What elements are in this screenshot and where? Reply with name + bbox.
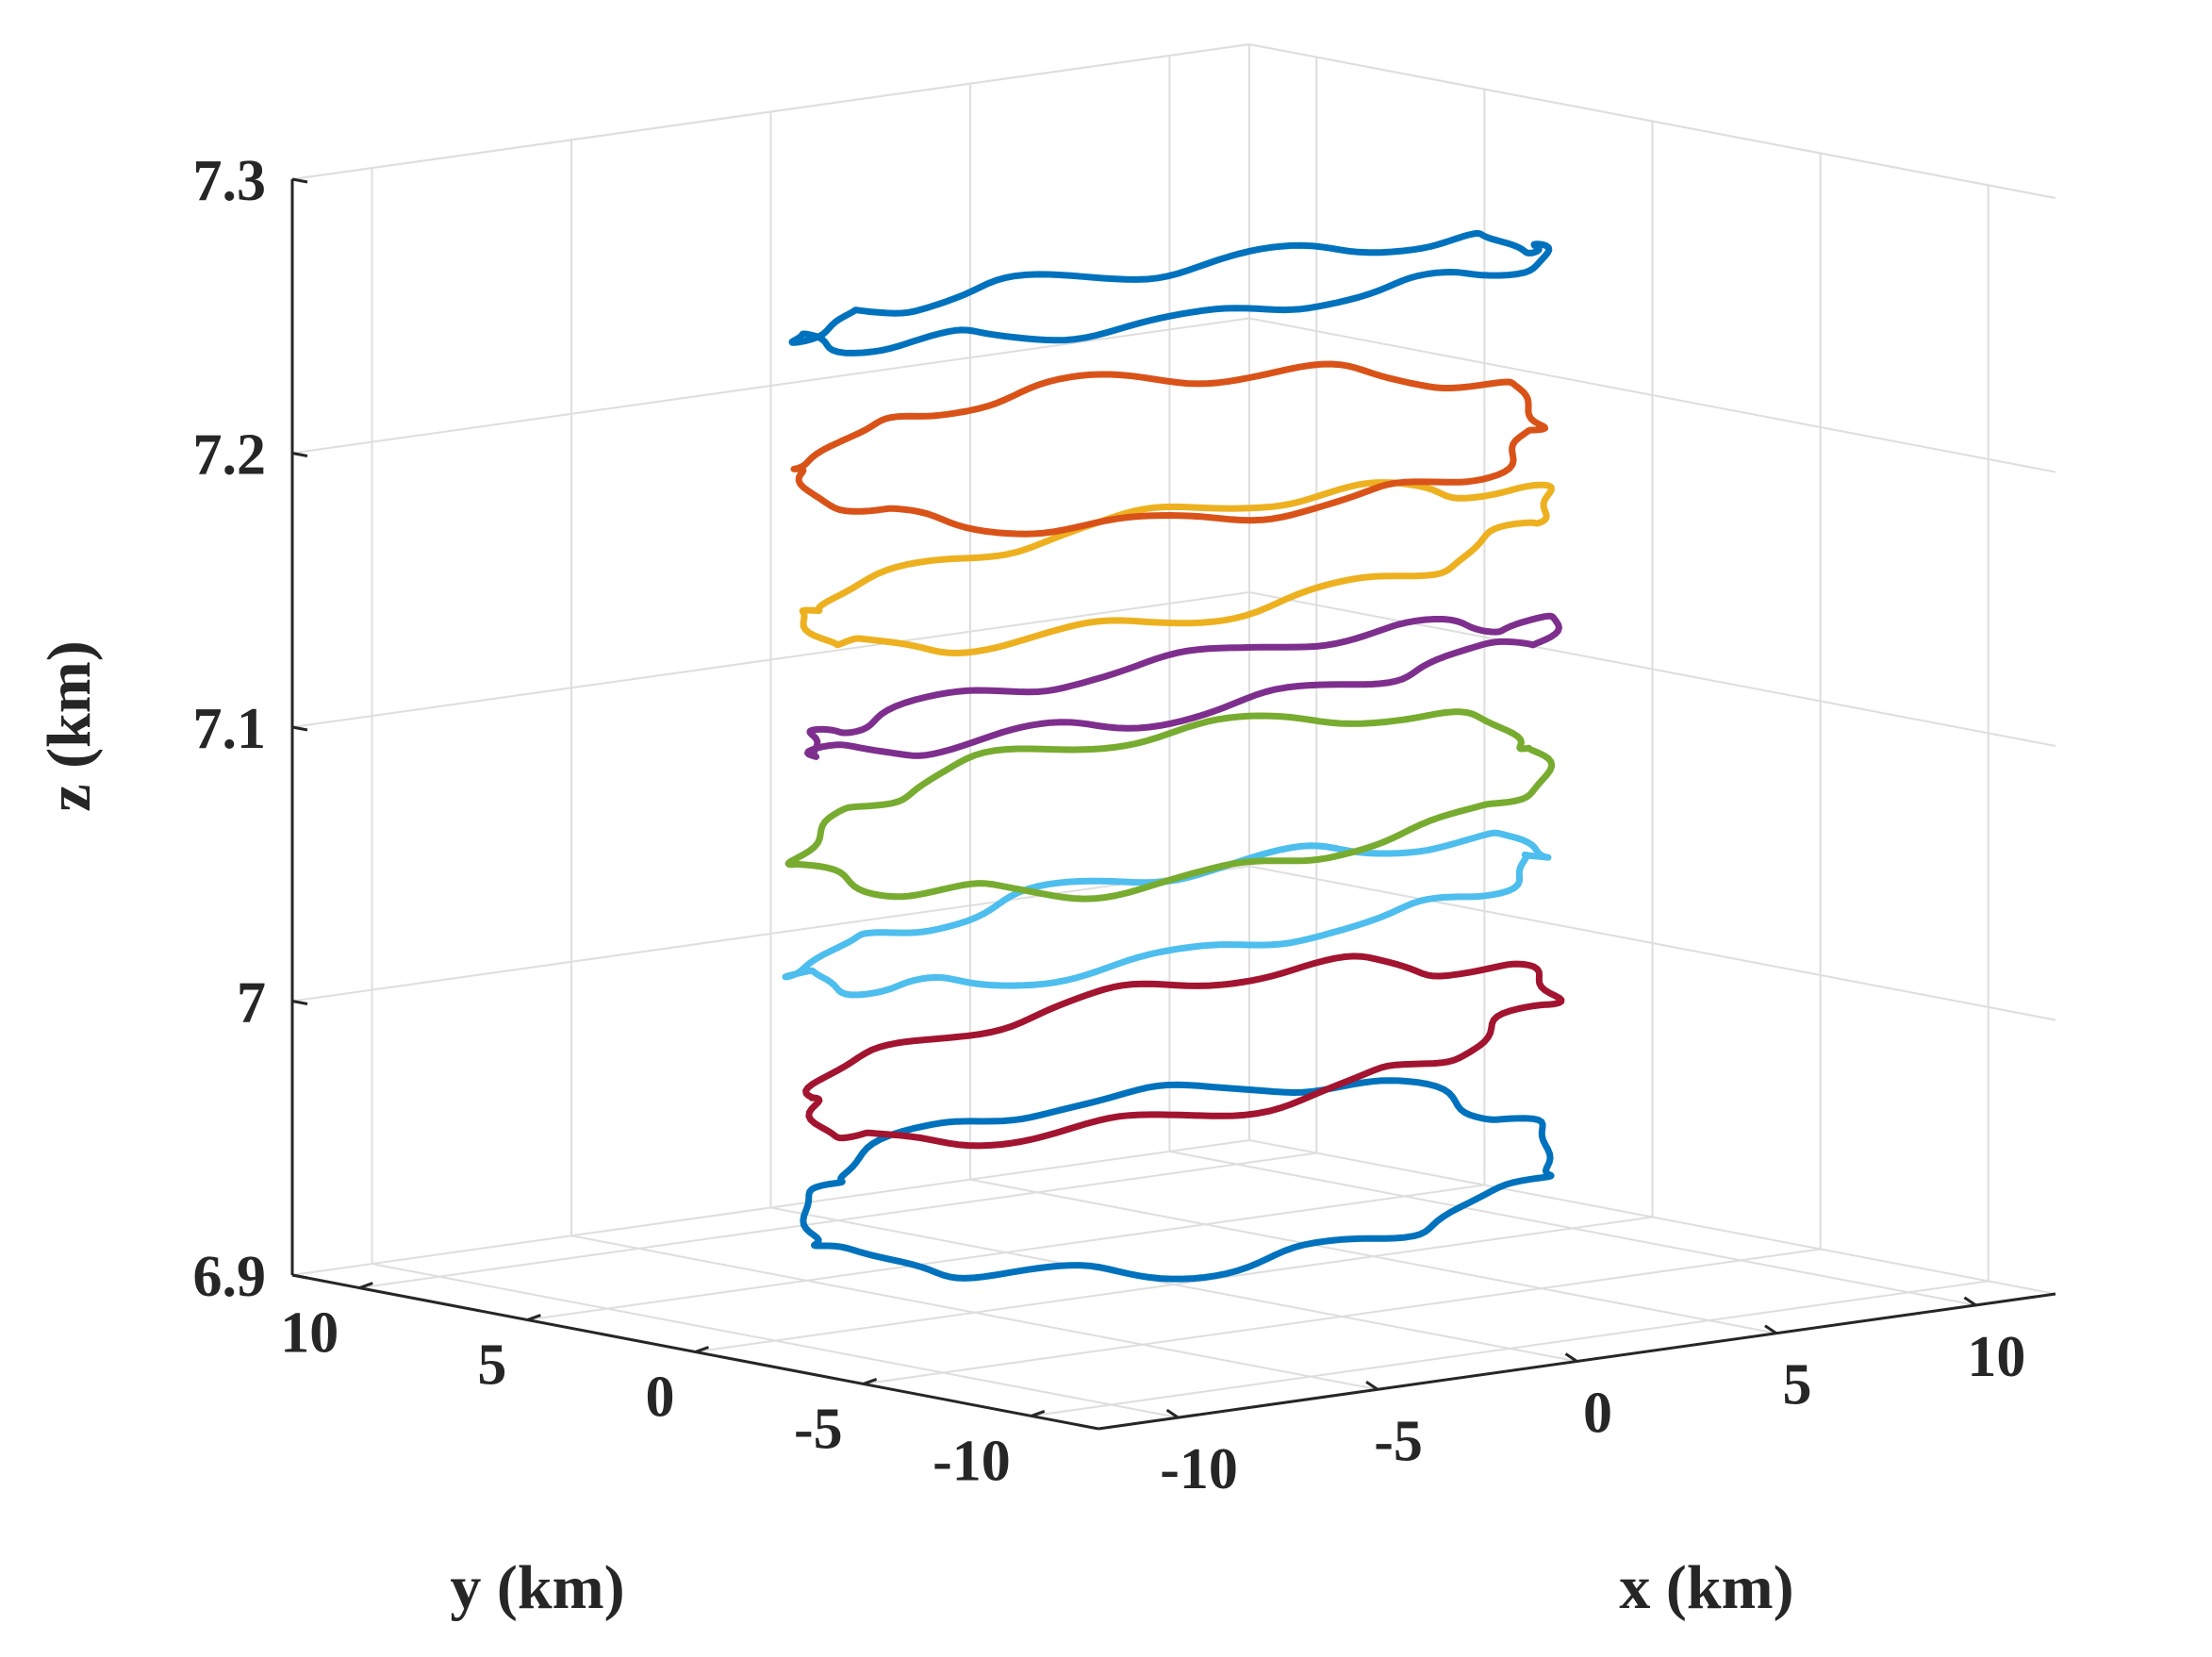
x-tick-mark <box>1365 1381 1378 1391</box>
y-tick-mark <box>1031 1410 1046 1417</box>
z-tick-mark <box>291 725 308 732</box>
series-line-loop-5 <box>804 612 1562 760</box>
x-tick-label: 10 <box>1967 1325 2025 1389</box>
y-axis-label: y (km) <box>450 1553 624 1622</box>
grid-box-edge <box>291 43 1250 180</box>
y-tick-label: 10 <box>280 1301 338 1366</box>
grid-line-backwall-z <box>291 1139 1250 1276</box>
grid-line-backwall-z <box>291 591 1250 728</box>
y-tick-mark <box>694 1346 710 1353</box>
x-tick-label: -10 <box>1160 1437 1238 1501</box>
x-tick-mark <box>1165 1408 1180 1419</box>
series-line-loop-7 <box>790 360 1548 538</box>
y-tick-label: 5 <box>477 1334 506 1398</box>
grid-line-floor-y <box>1031 1280 1989 1417</box>
y-tick-label: -10 <box>933 1429 1011 1493</box>
z-tick-label: 6.9 <box>193 1245 267 1309</box>
series-line-loop-8 <box>788 229 1553 356</box>
series-line-loop-6 <box>799 479 1555 656</box>
grid-line-sidewall-z <box>1248 317 2056 473</box>
grid-line-sidewall-z <box>1248 1139 2056 1295</box>
grid-line-floor-y <box>527 1184 1485 1321</box>
grid-box-edge <box>1248 43 2056 199</box>
x-tick-mark <box>1564 1352 1578 1363</box>
z-tick-label: 7.1 <box>193 697 267 761</box>
z-axis-label: z (km) <box>35 640 104 811</box>
series-line-loop-1 <box>800 1077 1555 1283</box>
series-line-loop-3 <box>782 829 1552 999</box>
grid-line-backwall-z <box>291 317 1250 455</box>
x-tick-mark <box>1963 1296 1977 1307</box>
z-tick-label: 7.2 <box>193 423 267 488</box>
grid <box>291 43 2056 1419</box>
x-tick-mark <box>1764 1324 1777 1334</box>
grid-line-floor-y <box>695 1216 1653 1353</box>
y-tick-mark <box>863 1378 878 1385</box>
grid-line-sidewall-z <box>1248 865 2056 1021</box>
y-tick-label: 0 <box>646 1366 675 1430</box>
y-tick-mark <box>358 1282 373 1289</box>
x-tick-label: 0 <box>1583 1382 1612 1446</box>
z-tick-label: 7.3 <box>193 149 267 213</box>
z-tick-mark <box>291 1273 308 1280</box>
z-tick-label: 7 <box>237 971 266 1036</box>
z-tick-mark <box>291 177 308 184</box>
grid-line-floor-y <box>359 1152 1317 1289</box>
tick-labels: 6.9 7 7.1 7.2 7.3 -10 -5 0 5 10 -10 -5 0 5 10 <box>193 149 2026 1501</box>
grid-line-floor-y <box>863 1248 1821 1385</box>
x-tick-label: -5 <box>1374 1409 1423 1473</box>
z-tick-mark <box>291 452 308 457</box>
x-tick-label: 5 <box>1782 1353 1811 1417</box>
y-tick-mark <box>526 1314 541 1321</box>
grid-line-backwall-z <box>291 865 1250 1002</box>
series-line-loop-4 <box>784 708 1556 903</box>
y-tick-label: -5 <box>794 1397 843 1461</box>
z-tick-mark <box>291 1000 308 1005</box>
grid-line-sidewall-z <box>1248 591 2056 747</box>
axes <box>290 177 2056 1431</box>
series-line-loop-2 <box>802 953 1565 1150</box>
x-axis-label: x (km) <box>1619 1553 1793 1622</box>
series-group <box>782 229 1565 1283</box>
